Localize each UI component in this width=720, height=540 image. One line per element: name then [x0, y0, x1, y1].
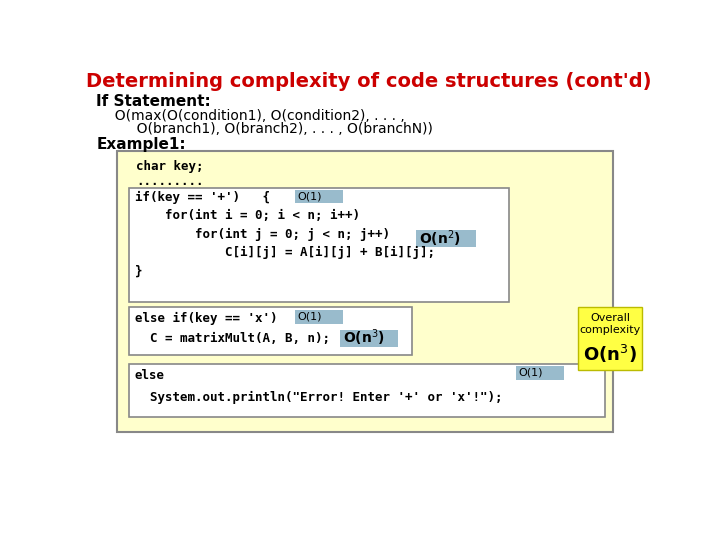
Bar: [129, 307, 412, 355]
Text: If Statement:: If Statement:: [96, 94, 211, 109]
Text: O(n$^3$): O(n$^3$): [583, 342, 637, 365]
Text: for(int i = 0; i < n; i++): for(int i = 0; i < n; i++): [135, 209, 360, 222]
Text: Overall
complexity: Overall complexity: [580, 313, 641, 335]
Text: O(n$^3$): O(n$^3$): [343, 328, 385, 348]
Text: char key;: char key;: [137, 160, 204, 173]
Text: O(max(O(condition1), O(condition2), . . . ,: O(max(O(condition1), O(condition2), . . …: [106, 110, 404, 123]
Bar: [415, 231, 476, 247]
Bar: [295, 309, 343, 323]
Text: Example1:: Example1:: [96, 137, 186, 152]
Bar: [129, 188, 508, 302]
Bar: [578, 307, 642, 370]
Text: O(1): O(1): [297, 192, 323, 201]
Text: System.out.println("Error! Enter '+' or 'x'!");: System.out.println("Error! Enter '+' or …: [150, 391, 503, 404]
Text: C[i][j] = A[i][j] + B[i][j];: C[i][j] = A[i][j] + B[i][j];: [135, 246, 435, 259]
Text: }: }: [135, 265, 143, 278]
Text: O(1): O(1): [518, 368, 543, 378]
Text: else: else: [135, 369, 165, 382]
Text: .........: .........: [137, 176, 204, 188]
Bar: [117, 151, 613, 432]
Bar: [295, 190, 343, 204]
Bar: [516, 366, 564, 380]
Bar: [340, 330, 398, 347]
Text: O(n$^2$): O(n$^2$): [419, 228, 462, 249]
Text: O(branch1), O(branch2), . . . , O(branchN)): O(branch1), O(branch2), . . . , O(branch…: [106, 122, 433, 136]
Text: else if(key == 'x'): else if(key == 'x'): [135, 312, 277, 325]
Text: for(int j = 0; j < n; j++): for(int j = 0; j < n; j++): [135, 228, 390, 241]
Text: if(key == '+')   {: if(key == '+') {: [135, 191, 270, 204]
Text: O(1): O(1): [297, 312, 323, 322]
Bar: [129, 363, 606, 417]
Text: Determining complexity of code structures (cont'd): Determining complexity of code structure…: [86, 72, 652, 91]
Text: C = matrixMult(A, B, n);: C = matrixMult(A, B, n);: [150, 332, 330, 345]
